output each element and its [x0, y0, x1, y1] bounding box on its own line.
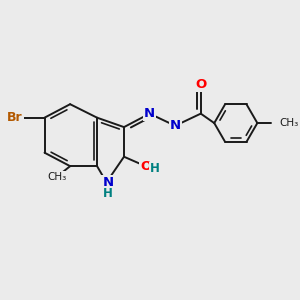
Text: H: H	[103, 187, 113, 200]
Text: N: N	[144, 107, 155, 120]
Text: CH₃: CH₃	[279, 118, 298, 128]
Text: CH₃: CH₃	[47, 172, 66, 182]
Text: O: O	[195, 77, 206, 91]
Text: N: N	[102, 176, 113, 189]
Text: H: H	[150, 162, 160, 176]
Text: O: O	[140, 160, 151, 173]
Text: N: N	[169, 119, 181, 132]
Text: Br: Br	[7, 111, 23, 124]
